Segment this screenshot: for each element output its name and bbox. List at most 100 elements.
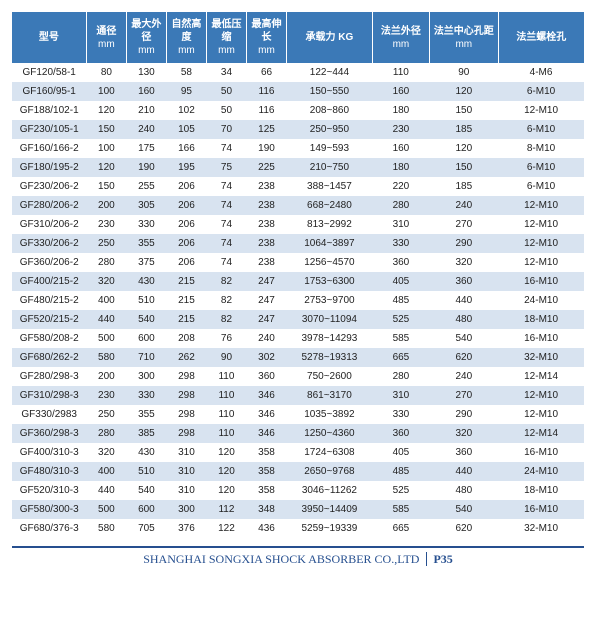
- cell: 320: [430, 253, 499, 272]
- cell: 190: [246, 139, 286, 158]
- cell: 8-M10: [498, 139, 584, 158]
- cell: 100: [86, 82, 126, 101]
- cell: 405: [372, 272, 429, 291]
- footer-company: SHANGHAI SONGXIA SHOCK ABSORBER CO.,LTD: [143, 552, 419, 566]
- cell: 430: [126, 272, 166, 291]
- cell: 400: [86, 462, 126, 481]
- cell: 34: [206, 63, 246, 82]
- cell: 247: [246, 272, 286, 291]
- cell: 298: [166, 424, 206, 443]
- cell: 50: [206, 101, 246, 120]
- cell: 665: [372, 348, 429, 367]
- col-label: 最低压缩: [211, 19, 241, 43]
- cell: GF580/300-3: [12, 500, 86, 519]
- cell: 330: [126, 215, 166, 234]
- cell: 12-M10: [498, 234, 584, 253]
- cell: 540: [430, 329, 499, 348]
- cell: 310: [166, 462, 206, 481]
- col-header-5: 最高伸长mm: [246, 12, 286, 63]
- cell: 75: [206, 158, 246, 177]
- cell: 247: [246, 310, 286, 329]
- cell: 120: [430, 82, 499, 101]
- cell: 330: [372, 234, 429, 253]
- table-row: GF580/208-2500600208762403978~1429358554…: [12, 329, 584, 348]
- cell: 210: [126, 101, 166, 120]
- table-row: GF180/195-212019019575225210~7501801506-…: [12, 158, 584, 177]
- cell: 360: [430, 272, 499, 291]
- cell: 310: [372, 215, 429, 234]
- cell: 5278~19313: [287, 348, 373, 367]
- cell: 160: [372, 139, 429, 158]
- cell: 861~3170: [287, 386, 373, 405]
- cell: 112: [206, 500, 246, 519]
- cell: 600: [126, 500, 166, 519]
- cell: 1256~4570: [287, 253, 373, 272]
- cell: 160: [372, 82, 429, 101]
- cell: 600: [126, 329, 166, 348]
- cell: 665: [372, 519, 429, 538]
- cell: 16-M10: [498, 272, 584, 291]
- cell: 74: [206, 215, 246, 234]
- table-row: GF400/215-2320430215822471753~6300405360…: [12, 272, 584, 291]
- cell: 24-M10: [498, 291, 584, 310]
- table-row: GF188/102-112021010250116208~86018015012…: [12, 101, 584, 120]
- cell: 12-M14: [498, 367, 584, 386]
- cell: 320: [86, 443, 126, 462]
- col-unit: mm: [178, 45, 195, 56]
- cell: 668~2480: [287, 196, 373, 215]
- cell: 310: [166, 481, 206, 500]
- col-label: 自然高度: [171, 19, 201, 43]
- cell: 620: [430, 519, 499, 538]
- col-unit: mm: [393, 39, 410, 50]
- cell: 298: [166, 405, 206, 424]
- cell: 32-M10: [498, 348, 584, 367]
- cell: 710: [126, 348, 166, 367]
- cell: 16-M10: [498, 500, 584, 519]
- cell: 405: [372, 443, 429, 462]
- cell: 238: [246, 215, 286, 234]
- cell: 82: [206, 310, 246, 329]
- col-header-7: 法兰外径mm: [372, 12, 429, 63]
- cell: 12-M10: [498, 253, 584, 272]
- table-row: GF230/105-115024010570125250~9502301856-…: [12, 120, 584, 139]
- cell: 1035~3892: [287, 405, 373, 424]
- col-header-1: 通径mm: [86, 12, 126, 63]
- cell: 150: [86, 120, 126, 139]
- cell: 525: [372, 481, 429, 500]
- cell: GF160/166-2: [12, 139, 86, 158]
- cell: 74: [206, 139, 246, 158]
- cell: 185: [430, 177, 499, 196]
- cell: 290: [430, 405, 499, 424]
- cell: 705: [126, 519, 166, 538]
- cell: 388~1457: [287, 177, 373, 196]
- cell: 230: [86, 386, 126, 405]
- cell: 240: [126, 120, 166, 139]
- cell: 6-M10: [498, 177, 584, 196]
- col-label: 最高伸长: [252, 19, 282, 43]
- cell: 440: [430, 291, 499, 310]
- cell: 238: [246, 196, 286, 215]
- cell: 585: [372, 329, 429, 348]
- cell: 1250~4360: [287, 424, 373, 443]
- cell: 480: [430, 310, 499, 329]
- cell: 116: [246, 82, 286, 101]
- col-unit: mm: [138, 45, 155, 56]
- cell: 215: [166, 291, 206, 310]
- cell: 280: [86, 424, 126, 443]
- cell: 230: [372, 120, 429, 139]
- cell: 195: [166, 158, 206, 177]
- cell: 74: [206, 234, 246, 253]
- cell: 238: [246, 177, 286, 196]
- cell: 200: [86, 367, 126, 386]
- table-row: GF360/206-2280375206742381256~4570360320…: [12, 253, 584, 272]
- cell: 580: [86, 519, 126, 538]
- col-label: 通径: [96, 26, 116, 37]
- cell: 3978~14293: [287, 329, 373, 348]
- cell: 585: [372, 500, 429, 519]
- cell: 360: [430, 443, 499, 462]
- cell: 540: [126, 310, 166, 329]
- cell: 290: [430, 234, 499, 253]
- cell: 1753~6300: [287, 272, 373, 291]
- cell: 18-M10: [498, 310, 584, 329]
- table-header: 型号通径mm最大外径mm自然高度mm最低压缩mm最高伸长mm承载力 KG法兰外径…: [12, 12, 584, 63]
